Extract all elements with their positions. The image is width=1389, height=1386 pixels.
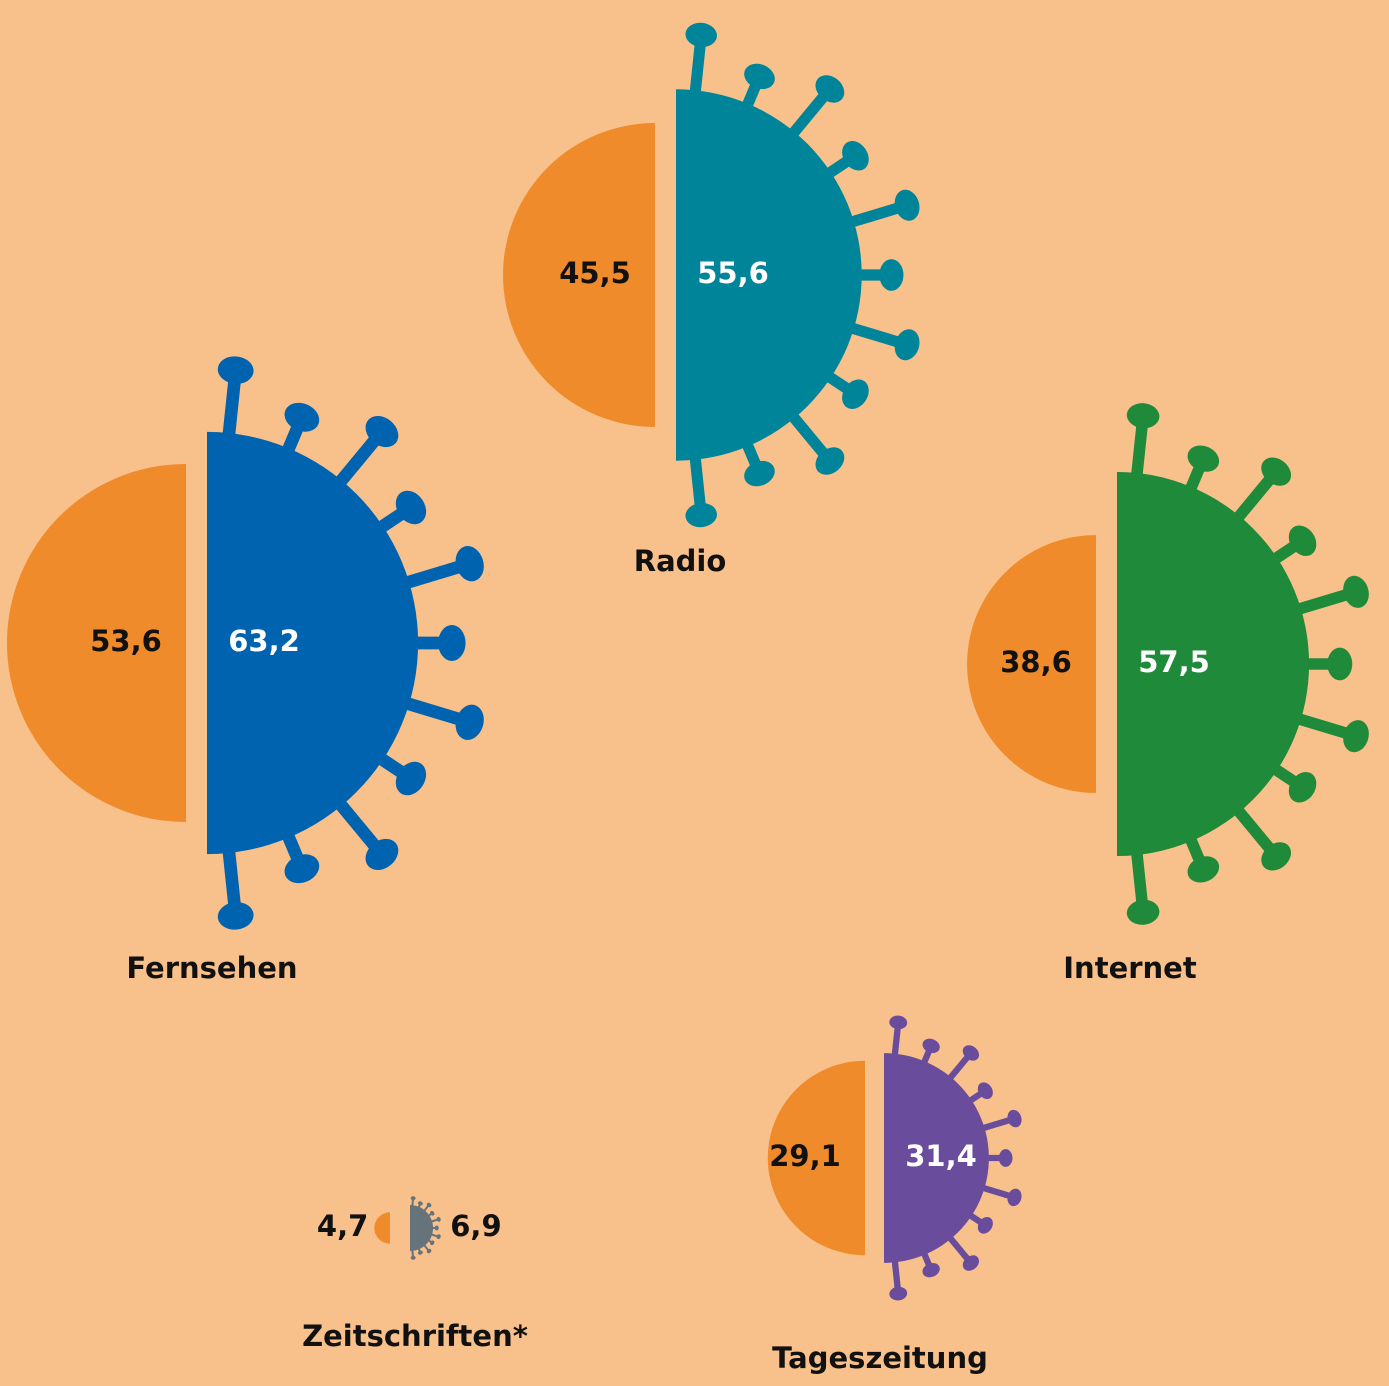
virus-knob bbox=[998, 1149, 1013, 1167]
virus-knob bbox=[426, 1202, 432, 1208]
virus-knob bbox=[395, 761, 427, 796]
virus-knob bbox=[685, 502, 717, 528]
orange-half-circle bbox=[6, 463, 186, 823]
value-label: 29,1 bbox=[769, 1139, 841, 1173]
virus-half-body bbox=[207, 431, 419, 855]
virus-knob bbox=[889, 1015, 908, 1030]
virus-knob bbox=[417, 1201, 423, 1206]
virus-knob bbox=[1288, 525, 1317, 556]
category-label: Fernsehen bbox=[126, 951, 297, 985]
virus-knob bbox=[1343, 575, 1369, 608]
virus-knob bbox=[1007, 1109, 1022, 1128]
value-label: 57,5 bbox=[1138, 645, 1210, 679]
virus-knob bbox=[284, 854, 320, 884]
orange-half-circle bbox=[767, 1060, 865, 1256]
value-label: 53,6 bbox=[90, 624, 162, 658]
virus-knob bbox=[962, 1255, 980, 1271]
virus-knob bbox=[455, 704, 484, 740]
virus-knob bbox=[410, 1255, 416, 1260]
value-label: 31,4 bbox=[905, 1139, 977, 1173]
value-label: 45,5 bbox=[559, 256, 631, 290]
category-label: Internet bbox=[1063, 951, 1197, 985]
value-label: 6,9 bbox=[450, 1209, 501, 1243]
virus-knob bbox=[1261, 842, 1292, 871]
virus-knob bbox=[217, 902, 254, 930]
value-label: 63,2 bbox=[228, 624, 300, 658]
virus-half-body bbox=[884, 1053, 989, 1263]
virus-knob bbox=[395, 490, 427, 525]
virus-knob bbox=[815, 75, 845, 103]
virus-knob bbox=[889, 1286, 908, 1301]
virus-knob bbox=[879, 259, 904, 291]
virus-knob bbox=[426, 1248, 432, 1254]
virus-knob bbox=[744, 63, 775, 90]
virus-knob bbox=[430, 1210, 435, 1216]
virus-knob bbox=[894, 189, 920, 221]
virus-half-body bbox=[410, 1204, 434, 1252]
virus bbox=[1117, 403, 1369, 925]
value-label: 4,7 bbox=[317, 1209, 368, 1243]
virus-knob bbox=[436, 1216, 441, 1222]
virus-knob bbox=[922, 1262, 940, 1278]
virus-knob bbox=[1126, 403, 1160, 429]
virus-knob bbox=[365, 415, 399, 448]
virus-knob bbox=[410, 1196, 416, 1201]
virus-knob bbox=[1126, 899, 1160, 925]
virus-knob bbox=[417, 1250, 423, 1255]
orange-half-circle bbox=[503, 123, 655, 427]
category-label: Radio bbox=[634, 544, 727, 578]
virus-knob bbox=[1187, 856, 1220, 883]
orange-half-circle bbox=[967, 535, 1096, 793]
virus-knob bbox=[217, 356, 254, 384]
virus-knob bbox=[1007, 1188, 1022, 1207]
virus-knob bbox=[365, 838, 399, 871]
virus-half-body bbox=[676, 89, 862, 461]
virus-knob bbox=[1261, 457, 1292, 486]
virus bbox=[410, 1196, 441, 1260]
virus-knob bbox=[977, 1216, 993, 1234]
virus-knob bbox=[685, 22, 717, 48]
virus-knob bbox=[977, 1082, 993, 1100]
virus bbox=[884, 1015, 1022, 1301]
category-label: Zeitschriften* bbox=[302, 1319, 528, 1353]
category-label: Tageszeitung bbox=[772, 1341, 988, 1375]
virus-knob bbox=[1327, 647, 1353, 681]
orange-half-circle bbox=[374, 1212, 390, 1244]
virus bbox=[207, 356, 484, 930]
virus-knob bbox=[436, 1234, 441, 1240]
virus-knob bbox=[962, 1045, 980, 1061]
virus-knob bbox=[438, 625, 466, 661]
virus-knob bbox=[894, 329, 920, 361]
virus-knob bbox=[284, 402, 320, 432]
virus-knob bbox=[815, 447, 845, 475]
value-label: 38,6 bbox=[1000, 645, 1072, 679]
virus-knob bbox=[1343, 720, 1369, 753]
virus-knob bbox=[434, 1225, 439, 1231]
virus-knob bbox=[455, 546, 484, 582]
value-label: 55,6 bbox=[697, 256, 769, 290]
virus-knob bbox=[842, 141, 869, 171]
virus-knob bbox=[922, 1038, 940, 1054]
virus-knob bbox=[1288, 772, 1317, 803]
virus-knob bbox=[430, 1240, 435, 1246]
virus-knob bbox=[1187, 445, 1220, 472]
virus bbox=[676, 22, 920, 528]
virus-half-body bbox=[1117, 471, 1310, 857]
virus-knob bbox=[842, 379, 869, 409]
virus-knob bbox=[744, 460, 775, 487]
